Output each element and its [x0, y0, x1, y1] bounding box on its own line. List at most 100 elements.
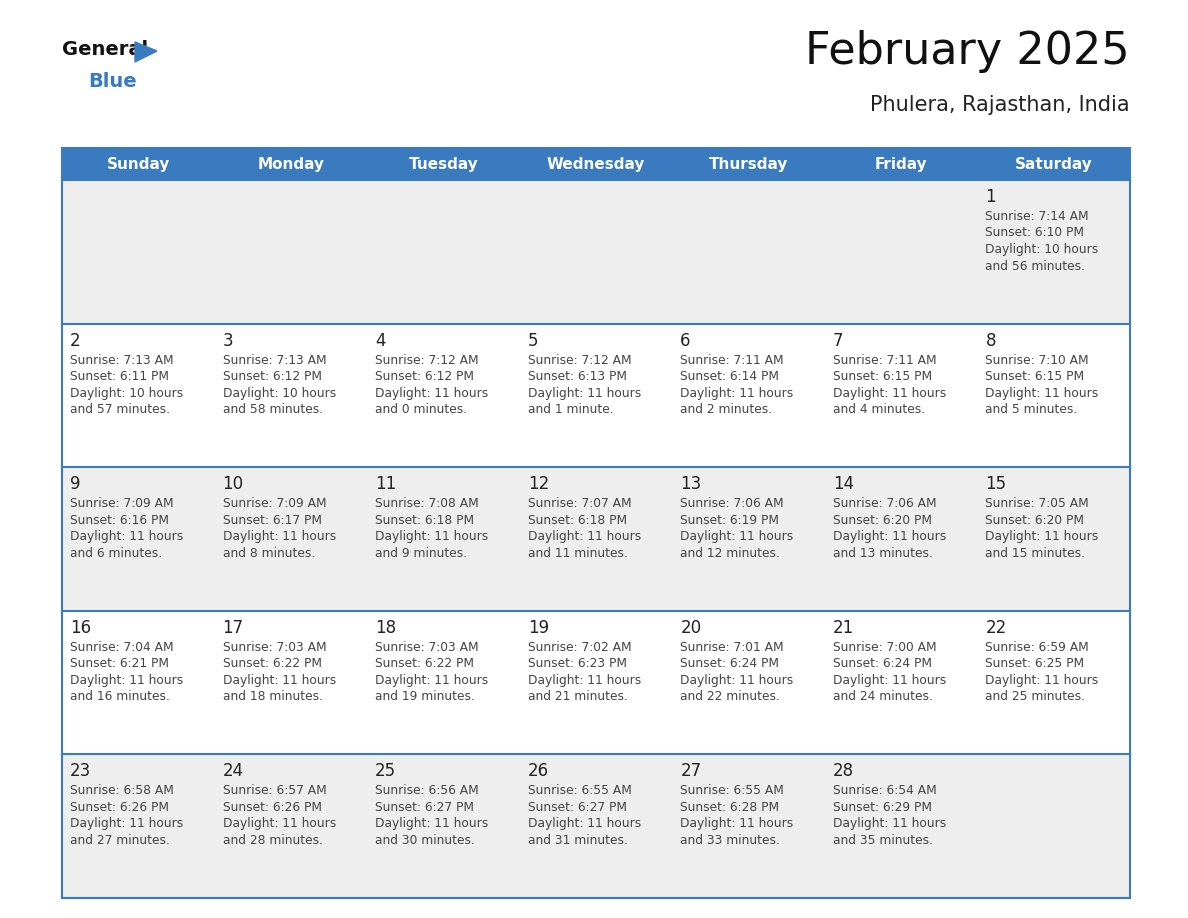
Text: Sunrise: 7:00 AM: Sunrise: 7:00 AM	[833, 641, 936, 654]
Text: Sunrise: 7:13 AM: Sunrise: 7:13 AM	[222, 353, 327, 366]
Text: 4: 4	[375, 331, 386, 350]
Text: Sunrise: 7:06 AM: Sunrise: 7:06 AM	[681, 498, 784, 510]
Text: 24: 24	[222, 763, 244, 780]
Text: Sunset: 6:27 PM: Sunset: 6:27 PM	[375, 800, 474, 814]
Text: Sunday: Sunday	[107, 156, 170, 172]
Text: Sunset: 6:25 PM: Sunset: 6:25 PM	[985, 657, 1085, 670]
Text: Friday: Friday	[874, 156, 928, 172]
Text: Sunset: 6:27 PM: Sunset: 6:27 PM	[527, 800, 627, 814]
Text: Daylight: 10 hours: Daylight: 10 hours	[70, 386, 183, 399]
Text: Daylight: 11 hours: Daylight: 11 hours	[375, 817, 488, 831]
Text: Daylight: 11 hours: Daylight: 11 hours	[985, 531, 1099, 543]
Text: Sunset: 6:23 PM: Sunset: 6:23 PM	[527, 657, 627, 670]
Text: Sunrise: 7:04 AM: Sunrise: 7:04 AM	[70, 641, 173, 654]
Text: and 22 minutes.: and 22 minutes.	[681, 690, 781, 703]
Text: Daylight: 11 hours: Daylight: 11 hours	[833, 674, 946, 687]
Bar	[62, 467, 1130, 610]
Text: Daylight: 11 hours: Daylight: 11 hours	[222, 531, 336, 543]
Text: and 56 minutes.: and 56 minutes.	[985, 260, 1086, 273]
Text: and 27 minutes.: and 27 minutes.	[70, 834, 170, 847]
Text: Sunset: 6:15 PM: Sunset: 6:15 PM	[833, 370, 931, 383]
Text: and 35 minutes.: and 35 minutes.	[833, 834, 933, 847]
Text: Daylight: 11 hours: Daylight: 11 hours	[375, 674, 488, 687]
Text: Daylight: 11 hours: Daylight: 11 hours	[985, 674, 1099, 687]
Text: Sunrise: 7:05 AM: Sunrise: 7:05 AM	[985, 498, 1089, 510]
Text: Sunset: 6:12 PM: Sunset: 6:12 PM	[375, 370, 474, 383]
Text: and 24 minutes.: and 24 minutes.	[833, 690, 933, 703]
Text: Sunset: 6:20 PM: Sunset: 6:20 PM	[833, 514, 931, 527]
Text: Sunset: 6:29 PM: Sunset: 6:29 PM	[833, 800, 931, 814]
Text: 7: 7	[833, 331, 843, 350]
Text: Thursday: Thursday	[709, 156, 789, 172]
Text: Sunrise: 7:01 AM: Sunrise: 7:01 AM	[681, 641, 784, 654]
Text: and 28 minutes.: and 28 minutes.	[222, 834, 323, 847]
Text: Phulera, Rajasthan, India: Phulera, Rajasthan, India	[871, 95, 1130, 115]
Text: and 8 minutes.: and 8 minutes.	[222, 547, 315, 560]
Text: Sunrise: 6:56 AM: Sunrise: 6:56 AM	[375, 784, 479, 798]
Text: General: General	[62, 40, 148, 59]
Text: Sunset: 6:19 PM: Sunset: 6:19 PM	[681, 514, 779, 527]
Text: Sunrise: 7:11 AM: Sunrise: 7:11 AM	[833, 353, 936, 366]
Text: Sunrise: 6:55 AM: Sunrise: 6:55 AM	[681, 784, 784, 798]
Text: 3: 3	[222, 331, 233, 350]
Text: Daylight: 11 hours: Daylight: 11 hours	[222, 674, 336, 687]
Text: 15: 15	[985, 476, 1006, 493]
Text: Daylight: 11 hours: Daylight: 11 hours	[527, 817, 642, 831]
Text: Sunset: 6:12 PM: Sunset: 6:12 PM	[222, 370, 322, 383]
Text: Sunrise: 6:59 AM: Sunrise: 6:59 AM	[985, 641, 1089, 654]
Text: Sunset: 6:11 PM: Sunset: 6:11 PM	[70, 370, 169, 383]
Text: Sunrise: 7:03 AM: Sunrise: 7:03 AM	[375, 641, 479, 654]
Text: 2: 2	[70, 331, 81, 350]
Text: Sunrise: 7:02 AM: Sunrise: 7:02 AM	[527, 641, 631, 654]
Text: Sunrise: 7:09 AM: Sunrise: 7:09 AM	[70, 498, 173, 510]
Text: 8: 8	[985, 331, 996, 350]
Text: Daylight: 11 hours: Daylight: 11 hours	[985, 386, 1099, 399]
Text: Sunset: 6:24 PM: Sunset: 6:24 PM	[833, 657, 931, 670]
Text: Sunrise: 7:09 AM: Sunrise: 7:09 AM	[222, 498, 327, 510]
Text: Daylight: 11 hours: Daylight: 11 hours	[681, 531, 794, 543]
Text: 18: 18	[375, 619, 397, 637]
Text: Sunset: 6:26 PM: Sunset: 6:26 PM	[222, 800, 322, 814]
Text: 1: 1	[985, 188, 996, 206]
Text: Sunrise: 7:11 AM: Sunrise: 7:11 AM	[681, 353, 784, 366]
Text: Daylight: 11 hours: Daylight: 11 hours	[70, 817, 183, 831]
Text: Sunrise: 7:14 AM: Sunrise: 7:14 AM	[985, 210, 1089, 223]
Text: Daylight: 11 hours: Daylight: 11 hours	[833, 531, 946, 543]
Text: Sunrise: 7:13 AM: Sunrise: 7:13 AM	[70, 353, 173, 366]
Text: Sunset: 6:22 PM: Sunset: 6:22 PM	[375, 657, 474, 670]
Text: 25: 25	[375, 763, 397, 780]
Text: Daylight: 11 hours: Daylight: 11 hours	[527, 386, 642, 399]
Text: and 11 minutes.: and 11 minutes.	[527, 547, 627, 560]
Text: and 19 minutes.: and 19 minutes.	[375, 690, 475, 703]
Text: Sunset: 6:16 PM: Sunset: 6:16 PM	[70, 514, 169, 527]
Text: and 0 minutes.: and 0 minutes.	[375, 403, 467, 416]
Text: Sunset: 6:18 PM: Sunset: 6:18 PM	[527, 514, 627, 527]
Text: and 1 minute.: and 1 minute.	[527, 403, 613, 416]
Text: Daylight: 11 hours: Daylight: 11 hours	[70, 531, 183, 543]
Text: Saturday: Saturday	[1015, 156, 1093, 172]
Text: Daylight: 11 hours: Daylight: 11 hours	[527, 531, 642, 543]
Text: 6: 6	[681, 331, 690, 350]
Text: Daylight: 11 hours: Daylight: 11 hours	[833, 386, 946, 399]
Text: Sunrise: 7:08 AM: Sunrise: 7:08 AM	[375, 498, 479, 510]
Text: Daylight: 11 hours: Daylight: 11 hours	[70, 674, 183, 687]
Text: Wednesday: Wednesday	[546, 156, 645, 172]
Text: and 58 minutes.: and 58 minutes.	[222, 403, 323, 416]
Text: Daylight: 11 hours: Daylight: 11 hours	[375, 386, 488, 399]
Bar	[62, 180, 1130, 324]
Text: and 57 minutes.: and 57 minutes.	[70, 403, 170, 416]
Text: Daylight: 10 hours: Daylight: 10 hours	[222, 386, 336, 399]
Text: 9: 9	[70, 476, 81, 493]
Text: Sunset: 6:17 PM: Sunset: 6:17 PM	[222, 514, 322, 527]
Text: 20: 20	[681, 619, 701, 637]
Text: and 13 minutes.: and 13 minutes.	[833, 547, 933, 560]
Text: Sunrise: 7:03 AM: Sunrise: 7:03 AM	[222, 641, 327, 654]
Text: Sunrise: 7:12 AM: Sunrise: 7:12 AM	[527, 353, 631, 366]
Text: 19: 19	[527, 619, 549, 637]
Text: Daylight: 11 hours: Daylight: 11 hours	[681, 386, 794, 399]
Text: Sunset: 6:26 PM: Sunset: 6:26 PM	[70, 800, 169, 814]
Text: and 9 minutes.: and 9 minutes.	[375, 547, 467, 560]
Bar	[62, 610, 1130, 755]
Bar	[62, 148, 1130, 898]
Text: 23: 23	[70, 763, 91, 780]
